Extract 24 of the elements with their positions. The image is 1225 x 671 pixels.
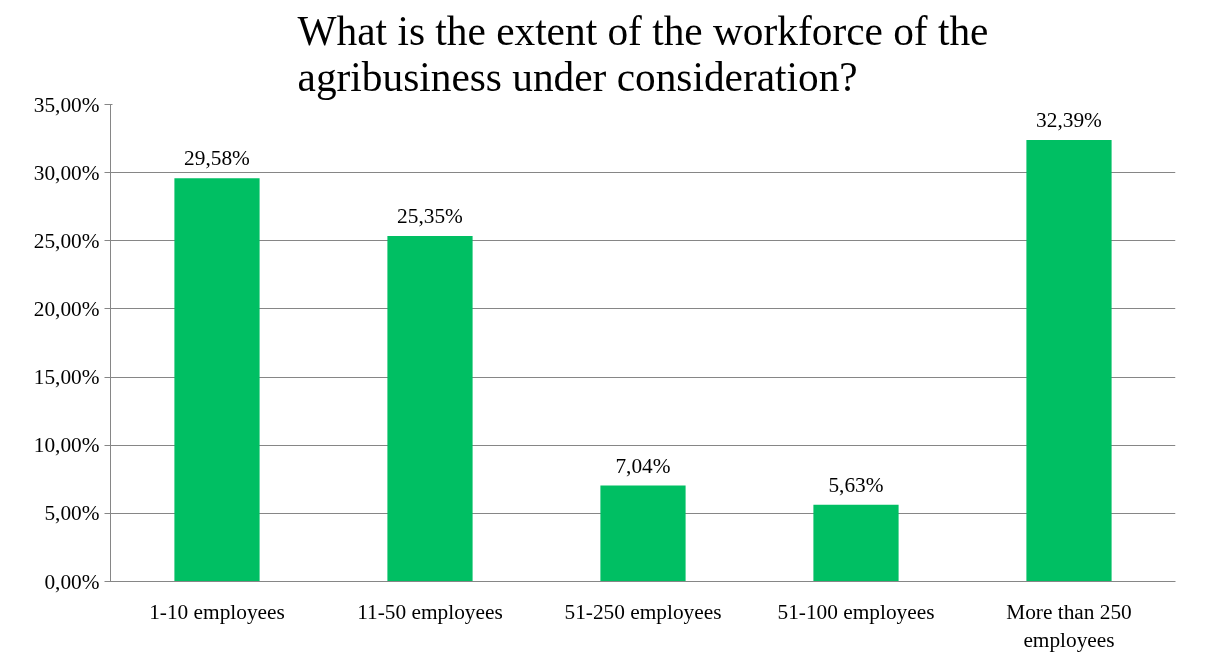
y-tick-label: 20,00% <box>33 296 100 321</box>
bar <box>813 504 899 582</box>
bar <box>1026 140 1112 582</box>
x-tick-label: 11-50 employees <box>357 599 503 624</box>
x-tick-label: 1-10 employees <box>149 599 285 624</box>
y-tick-label: 25,00% <box>33 228 100 253</box>
x-tick-label: More than 250 employees <box>1006 599 1132 653</box>
y-tick-label: 30,00% <box>33 160 100 185</box>
data-label: 5,63% <box>828 472 884 497</box>
chart-title: What is the extent of the workforce of the agribusiness under consideration? <box>297 7 989 100</box>
y-tick-label: 5,00% <box>44 501 100 526</box>
data-label: 29,58% <box>184 146 251 171</box>
y-tick-label: 10,00% <box>33 433 100 458</box>
bar <box>174 178 260 582</box>
x-tick-label: 51-250 employees <box>564 599 722 624</box>
y-tick-label: 15,00% <box>33 365 100 390</box>
bar <box>600 485 686 582</box>
bar <box>387 236 473 582</box>
data-label: 25,35% <box>397 204 464 229</box>
data-label: 32,39% <box>1036 108 1103 133</box>
y-tick-label: 35,00% <box>33 92 100 117</box>
y-tick-label: 0,00% <box>44 569 100 594</box>
x-tick-label: 51-100 employees <box>777 599 935 624</box>
data-label: 7,04% <box>615 453 671 478</box>
